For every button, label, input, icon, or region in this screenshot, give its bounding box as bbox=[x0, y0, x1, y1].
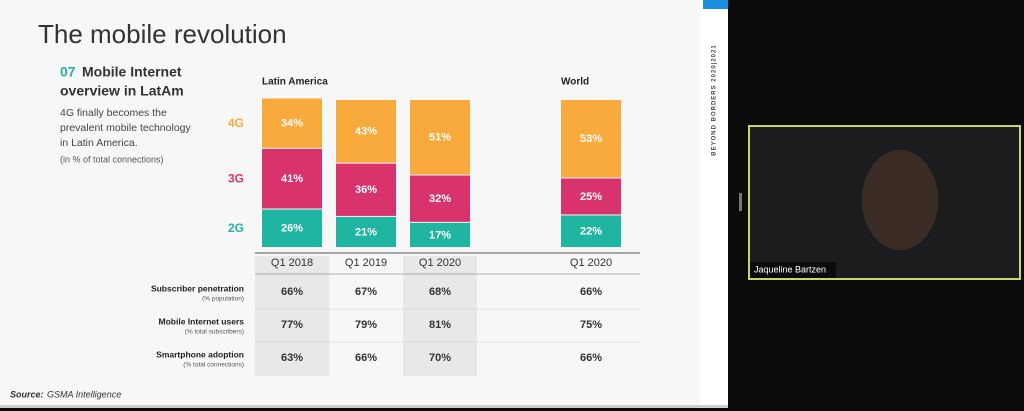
description: 4G finally becomes the bbox=[60, 107, 167, 119]
slide-side bbox=[700, 0, 728, 405]
legend-label: 3G bbox=[228, 171, 244, 185]
bar-segment bbox=[336, 216, 396, 247]
table-cell: 68% bbox=[429, 286, 451, 298]
table-cell: 77% bbox=[281, 319, 303, 331]
table-cell: 67% bbox=[355, 286, 377, 298]
bar-segment bbox=[262, 148, 322, 209]
column-shade bbox=[403, 256, 477, 376]
bar-segment bbox=[262, 98, 322, 148]
legend-label: 4G bbox=[228, 116, 244, 130]
table-cell: 81% bbox=[429, 319, 451, 331]
row-label: Smartphone adoption bbox=[156, 349, 244, 359]
value-label: 21% bbox=[355, 226, 377, 238]
slide-bottom bbox=[0, 405, 728, 408]
x-tick-label: Q1 2019 bbox=[345, 257, 387, 269]
video-tile[interactable] bbox=[748, 125, 1021, 280]
group-label: Latin America bbox=[262, 77, 328, 88]
bar-segment bbox=[336, 163, 396, 216]
table-cell: 75% bbox=[580, 319, 602, 331]
description: in Latin America. bbox=[60, 137, 138, 149]
column-shade bbox=[255, 256, 329, 376]
value-label: 17% bbox=[429, 229, 451, 241]
row-sublabel: (% population) bbox=[202, 296, 244, 303]
bar-segment bbox=[561, 100, 621, 178]
value-label: 34% bbox=[281, 118, 303, 130]
note: (in % of total connections) bbox=[60, 154, 164, 164]
table-cell: 66% bbox=[281, 286, 303, 298]
resize-handle[interactable] bbox=[739, 193, 742, 211]
name-tag bbox=[750, 262, 836, 278]
participant-silhouette bbox=[862, 150, 938, 250]
table-cell: 66% bbox=[580, 352, 602, 364]
section-number: 07 bbox=[60, 64, 76, 80]
value-label: 53% bbox=[580, 133, 602, 145]
source-label: Source: bbox=[10, 389, 44, 399]
value-label: 41% bbox=[281, 173, 303, 185]
group-label: World bbox=[561, 77, 589, 88]
table-cell: 79% bbox=[355, 319, 377, 331]
bar-segment bbox=[336, 100, 396, 163]
bar-segment bbox=[561, 178, 621, 215]
description: prevalent mobile technology bbox=[60, 122, 191, 134]
value-label: 32% bbox=[429, 193, 451, 205]
value-label: 36% bbox=[355, 184, 377, 196]
row-label: Mobile Internet users bbox=[159, 316, 245, 326]
value-label: 26% bbox=[281, 223, 303, 235]
section-title: overview in LatAm bbox=[60, 83, 184, 99]
table-cell: 66% bbox=[355, 352, 377, 364]
source: GSMA Intelligence bbox=[47, 389, 121, 399]
slide-title: The mobile revolution bbox=[38, 19, 287, 49]
bar-segment bbox=[262, 209, 322, 247]
bar-segment bbox=[410, 100, 470, 175]
side-accent bbox=[703, 0, 728, 9]
bar-segment bbox=[561, 215, 621, 247]
row-sublabel: (% total connections) bbox=[183, 362, 244, 369]
bar-segment bbox=[410, 222, 470, 247]
legend-label: 2G bbox=[228, 221, 244, 235]
table-cell: 70% bbox=[429, 352, 451, 364]
bar-segment bbox=[410, 175, 470, 222]
table-cell: 63% bbox=[281, 352, 303, 364]
value-label: 43% bbox=[355, 126, 377, 138]
table-cell: 66% bbox=[580, 286, 602, 298]
row-sublabel: (% total subscribers) bbox=[185, 329, 244, 336]
row-label: Subscriber penetration bbox=[151, 283, 244, 293]
value-label: 25% bbox=[580, 191, 602, 203]
value-label: 22% bbox=[580, 226, 602, 238]
x-tick-label: Q1 2018 bbox=[271, 257, 313, 269]
section-title: Mobile Internet bbox=[82, 64, 182, 80]
participant-name: Jaqueline Bartzen bbox=[754, 264, 826, 274]
x-tick-label: Q1 2020 bbox=[570, 257, 612, 269]
value-label: 51% bbox=[429, 132, 451, 144]
side-text: BEYOND BORDERS 2020|2021 bbox=[712, 44, 718, 155]
x-tick-label: Q1 2020 bbox=[419, 257, 461, 269]
